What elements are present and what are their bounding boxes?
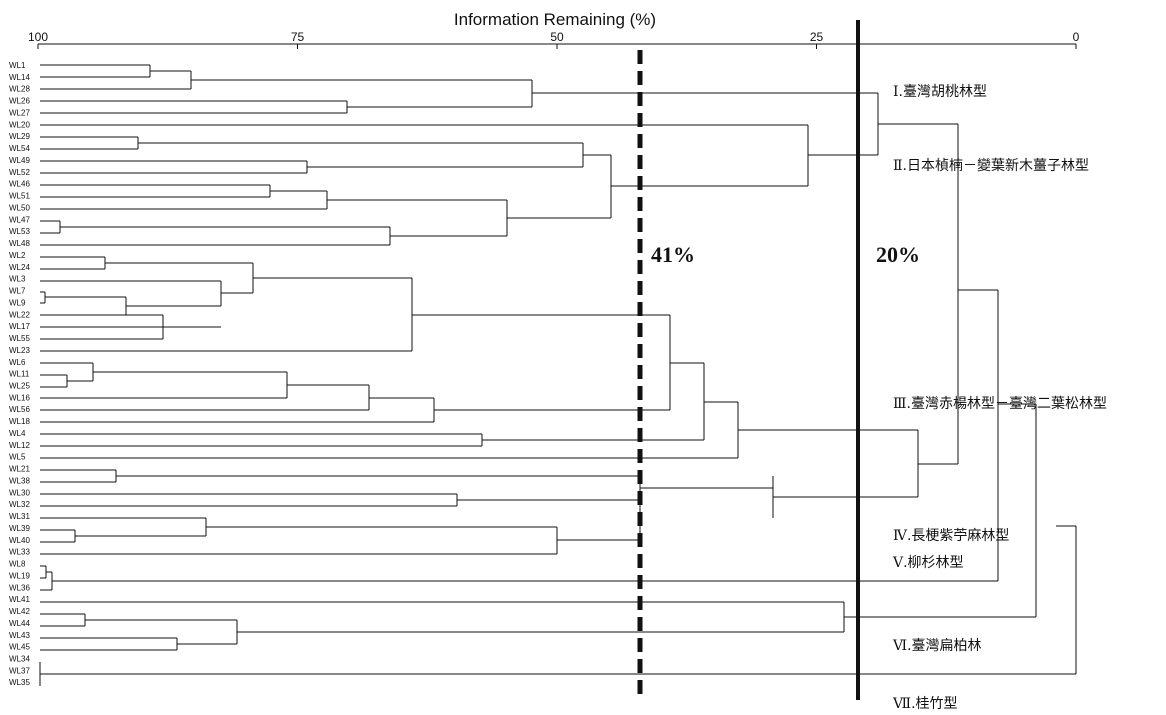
leaf-label: WL16 xyxy=(9,393,30,402)
leaf-label: WL40 xyxy=(9,536,30,545)
cut-label-41: 41% xyxy=(651,242,695,267)
leaf-label: WL35 xyxy=(9,678,30,687)
leaf-label: WL6 xyxy=(9,358,26,367)
group-label-5: Ⅴ.柳杉林型 xyxy=(892,554,964,571)
leaf-label: WL17 xyxy=(9,322,30,331)
leaf-label: WL4 xyxy=(9,429,26,438)
branch xyxy=(40,124,959,555)
leaf-label: WL27 xyxy=(9,109,30,118)
leaf-label: WL50 xyxy=(9,203,30,212)
leaf-label: WL29 xyxy=(9,132,30,141)
group-label-6: Ⅵ.臺灣扁柏林 xyxy=(892,638,982,654)
leaf-label: WL38 xyxy=(9,476,30,485)
leaf-label: WL18 xyxy=(9,417,30,426)
branch xyxy=(40,93,958,246)
leaf-label: WL2 xyxy=(9,251,26,260)
leaf-label: WL47 xyxy=(9,215,30,224)
tick-label: 25 xyxy=(810,30,824,44)
group-label-3: Ⅲ.臺灣赤楊林型－臺灣二葉松林型 xyxy=(893,395,1107,412)
leaf-label: WL7 xyxy=(9,287,26,296)
group-label-4: Ⅳ.長梗紫苧麻林型 xyxy=(893,528,1009,544)
tick-label: 75 xyxy=(291,30,305,44)
leaf-label: WL24 xyxy=(9,263,30,272)
leaf-label: WL41 xyxy=(9,595,30,604)
leaf-label: WL51 xyxy=(9,192,30,201)
leaf-label: WL44 xyxy=(9,619,30,628)
leaf-label: WL8 xyxy=(9,560,26,569)
leaf-label: WL22 xyxy=(9,310,30,319)
branch xyxy=(40,64,878,114)
group-label-7: Ⅶ.桂竹型 xyxy=(892,696,958,712)
leaf-label: WL48 xyxy=(9,239,30,248)
leaf-label: WL31 xyxy=(9,512,30,521)
leaf-label: WL45 xyxy=(9,643,30,652)
leaf-label: WL20 xyxy=(9,120,30,129)
leaf-label: WL39 xyxy=(9,524,30,533)
branch xyxy=(40,403,1037,651)
tick-label: 50 xyxy=(550,30,564,44)
leaf-label: WL54 xyxy=(9,144,30,153)
leaf-label: WL56 xyxy=(9,405,30,414)
leaf-label: WL32 xyxy=(9,500,30,509)
leaf-label: WL12 xyxy=(9,441,30,450)
tick-label: 0 xyxy=(1073,30,1080,44)
cut-label-20: 20% xyxy=(876,242,920,267)
leaf-label: WL14 xyxy=(9,73,30,82)
leaf-label: WL3 xyxy=(9,275,26,284)
group-label-2: Ⅱ.日本楨楠－變葉新木薑子林型 xyxy=(893,158,1089,174)
leaf-label: WL36 xyxy=(9,583,30,592)
axis-title: Information Remaining (%) xyxy=(454,10,656,29)
leaf-label: WL55 xyxy=(9,334,30,343)
leaf-label: WL1 xyxy=(9,61,26,70)
leaf-label: WL42 xyxy=(9,607,30,616)
leaf-labels: WL1 WL14 WL28 WL26 WL27 WL20 WL29 WL54 WL49 WL52 W… xyxy=(9,61,30,687)
leaf-label: WL43 xyxy=(9,631,30,640)
branch xyxy=(40,256,918,459)
leaf-label: WL25 xyxy=(9,382,30,391)
leaf-label: WL37 xyxy=(9,666,30,675)
group-label-1: Ⅰ.臺灣胡桃林型 xyxy=(893,84,987,100)
leaf-label: WL30 xyxy=(9,488,30,497)
tick-label: 100 xyxy=(28,30,48,44)
leaf-label: WL23 xyxy=(9,346,30,355)
branch xyxy=(40,289,999,591)
leaf-label: WL11 xyxy=(9,370,30,379)
leaf-label: WL26 xyxy=(9,97,30,106)
leaf-label: WL49 xyxy=(9,156,30,165)
axis-ticks: 100 75 50 25 0 xyxy=(28,30,1080,49)
leaf-label: WL33 xyxy=(9,548,30,557)
leaf-label: WL34 xyxy=(9,655,30,664)
leaf-label: WL21 xyxy=(9,465,30,474)
branch xyxy=(39,525,1077,686)
leaf-label: WL5 xyxy=(9,453,26,462)
leaf-label: WL28 xyxy=(9,85,30,94)
leaf-label: WL52 xyxy=(9,168,30,177)
leaf-label: WL9 xyxy=(9,298,26,307)
leaf-label: WL53 xyxy=(9,227,30,236)
leaf-label: WL19 xyxy=(9,571,30,580)
leaf-label: WL46 xyxy=(9,180,30,189)
